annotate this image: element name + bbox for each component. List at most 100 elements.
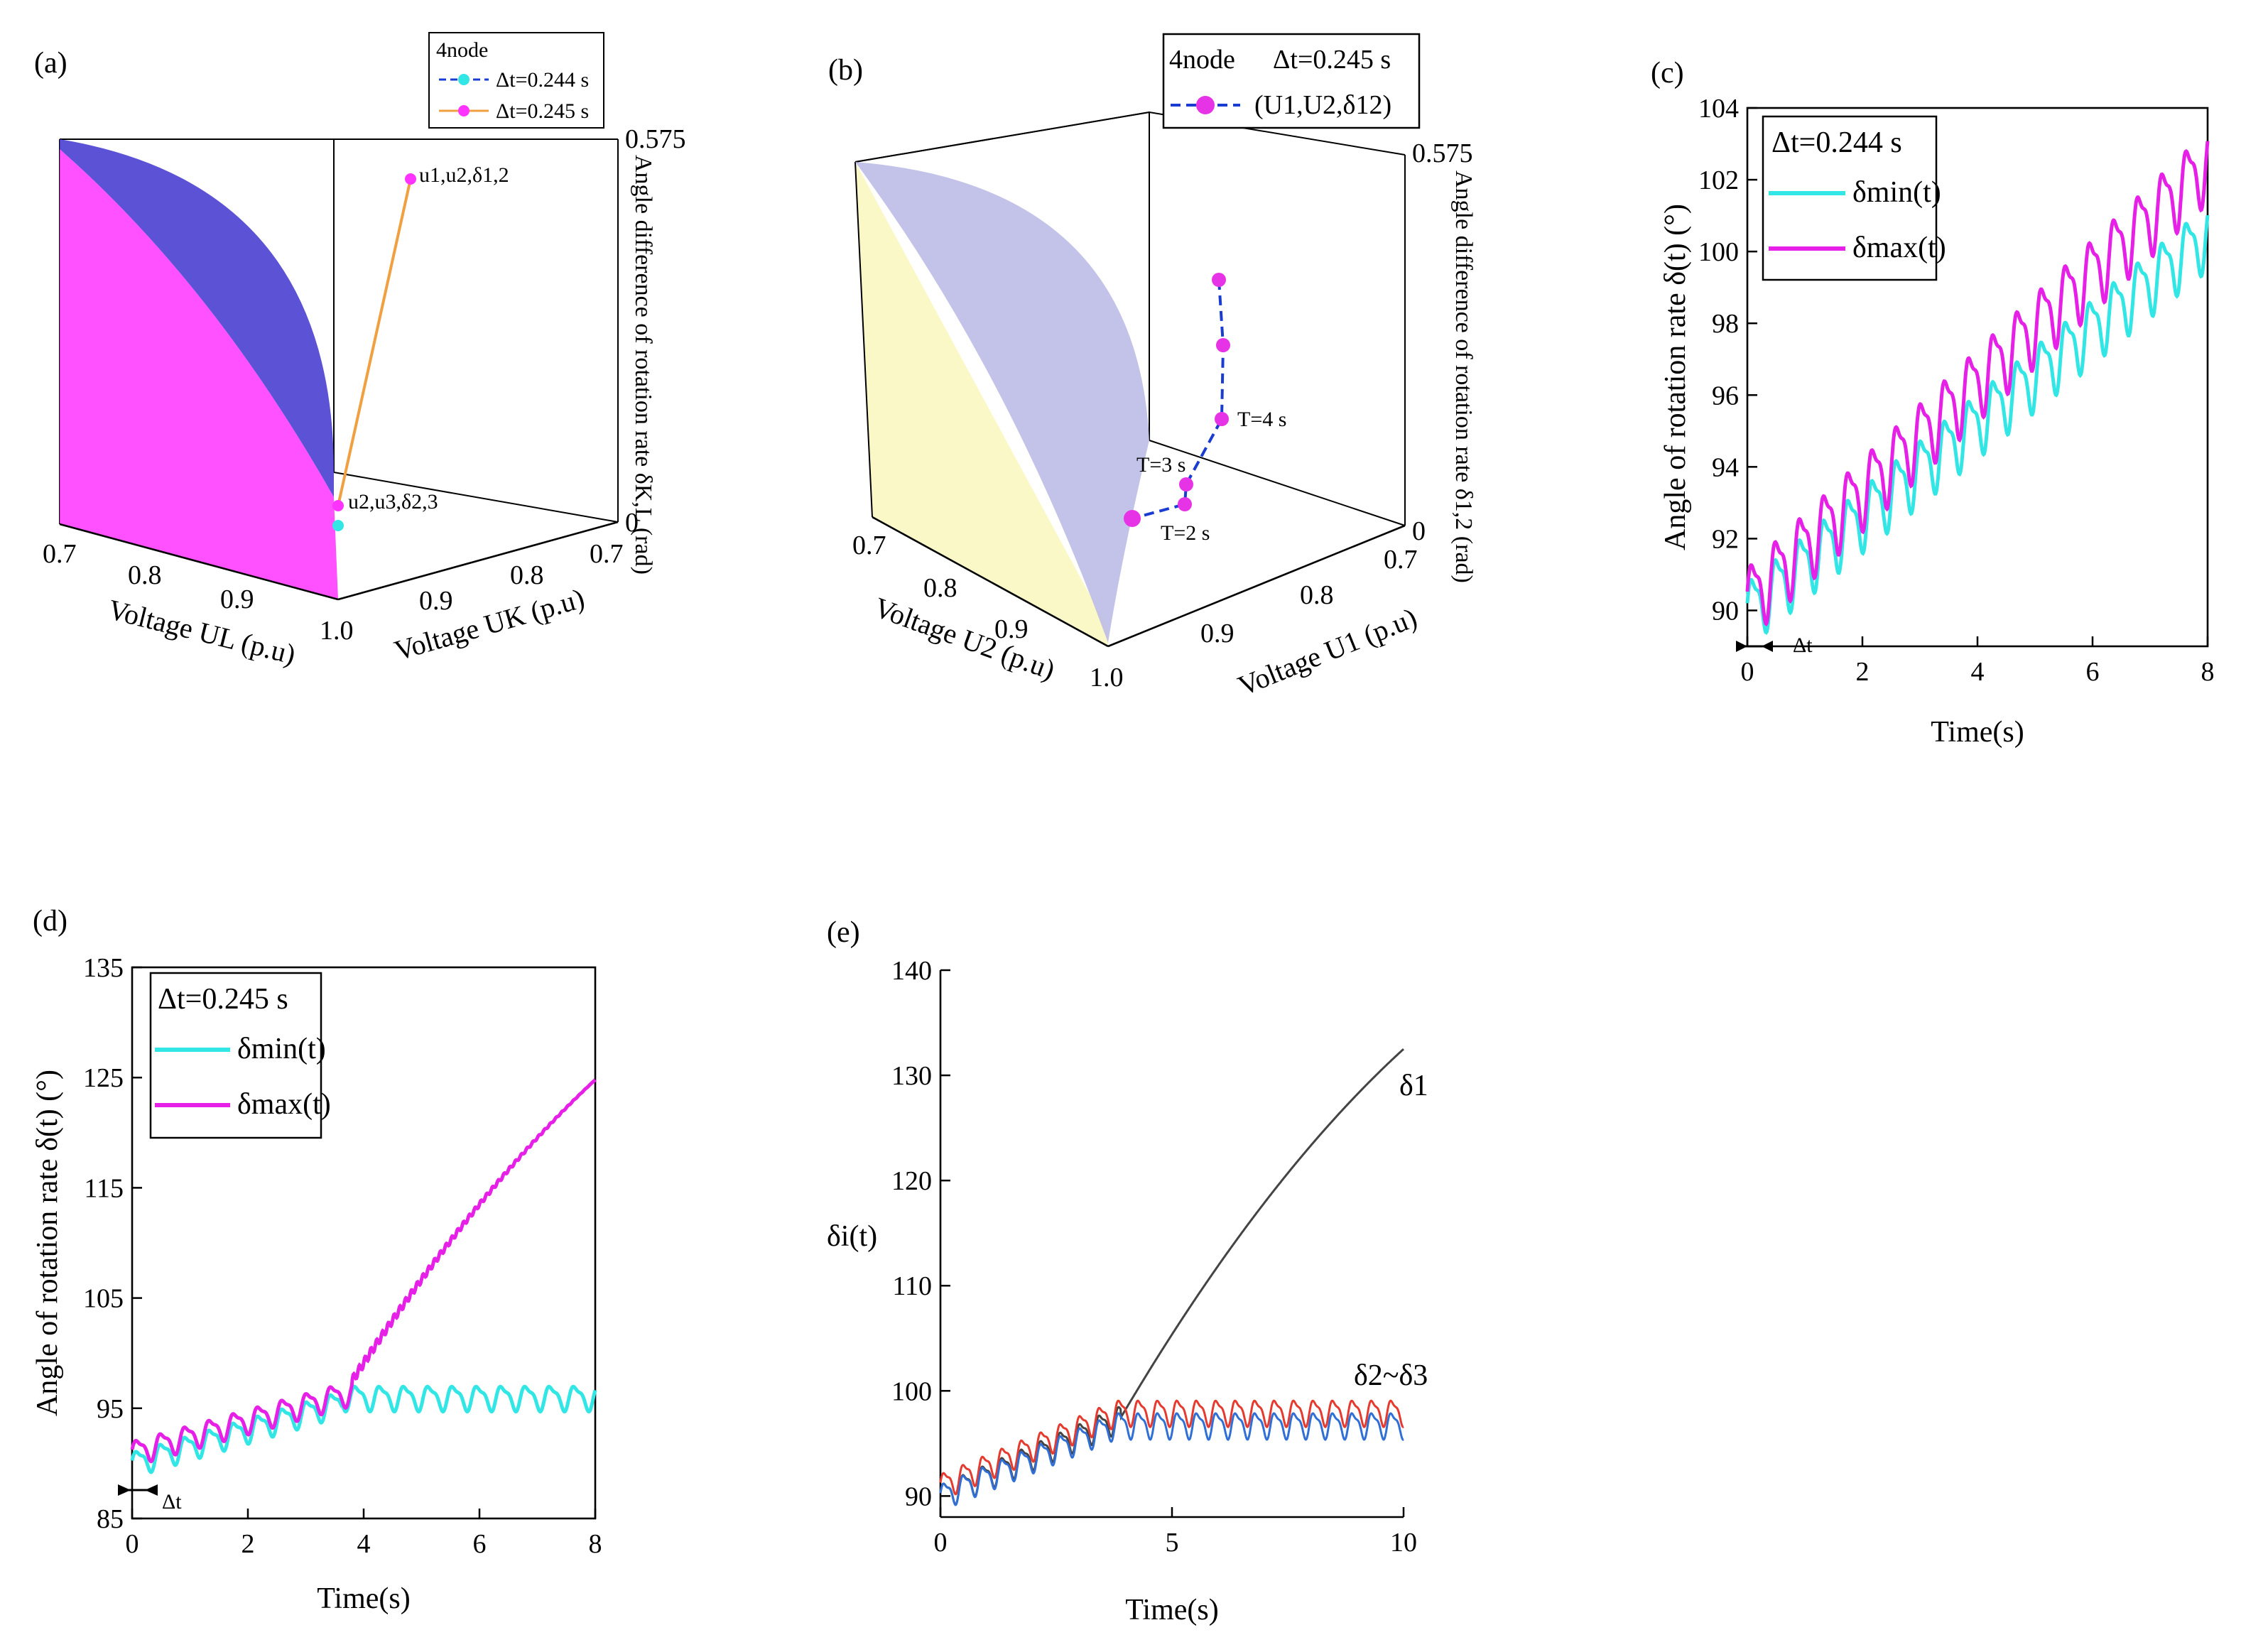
panel-a-right-tick: 0.7 [590, 539, 624, 569]
x-tick-label: 2 [1856, 657, 1870, 687]
panel-a-legend: 4node Δt=0.244 s Δt=0.245 s [428, 32, 604, 129]
y-tick-label: 102 [1698, 165, 1739, 195]
y-tick-label: 125 [83, 1063, 124, 1093]
panel-b-legend-entry: (U1,U2,δ12) [1254, 90, 1391, 120]
panel-d-y-ticks: 85 95 105 115 125 135 [83, 953, 142, 1534]
panel-a-axis-right [337, 521, 619, 601]
panel-b-left-tick: 0.7 [852, 531, 886, 560]
panel-c-y-ticks: 90 92 94 96 98 100 102 104 [1698, 94, 1757, 626]
panel-c-legend: Δt=0.244 s δmin(t) δmax(t) [1762, 115, 1946, 281]
panel-c-legend-entry: δmin(t) [1852, 176, 1941, 209]
panel-a-left-tick: 0.7 [43, 539, 77, 569]
panel-a-box-floor [333, 472, 619, 523]
panel-a-series2-line [337, 178, 412, 506]
series-line [130, 1384, 597, 1474]
panel-c-dt-marker: Δt [1736, 634, 1813, 657]
panel-b-box-left [854, 161, 873, 518]
panel-a-axis-left-label: Voltage UL (p.u) [105, 593, 299, 670]
panel-b-letter: (b) [828, 54, 863, 87]
panel-d-letter: (d) [33, 905, 67, 938]
series-line [130, 1078, 597, 1464]
panel-b-trajectory [1132, 279, 1225, 520]
panel-b-point [1178, 497, 1192, 511]
panel-b-right-ticks: 0.9 0.8 0.7 [1200, 545, 1418, 648]
panel-b-annotation-t3: T=3 s [1136, 453, 1185, 477]
panel-c-xlabel: Time(s) [1931, 716, 2024, 749]
y-tick-label: 110 [892, 1271, 932, 1301]
series-line [939, 1399, 1404, 1496]
panel-a-left-tick: 0.9 [220, 585, 254, 614]
panel-b-right-tick: 0.9 [1200, 619, 1235, 648]
panel-a-right-ticks: 0.9 0.8 0.7 [419, 539, 624, 616]
panel-b-vertical-tick: 0.575 [1412, 138, 1473, 168]
panel-b-left-ticks: 0.7 0.8 0.9 1.0 [852, 531, 1124, 692]
x-tick-label: 6 [2086, 657, 2100, 687]
y-tick-label: 90 [905, 1482, 932, 1511]
y-tick-label: 100 [891, 1376, 932, 1406]
panel-b-axis-right-label: Voltage U1 (p.u) [1234, 602, 1421, 702]
panel-a-right-tick: 0.9 [419, 586, 453, 616]
panel-a-legend-entry: Δt=0.244 s [496, 68, 589, 92]
panel-b-annotation-t4: T=4 s [1237, 408, 1286, 431]
panel-b-legend-dt: Δt=0.245 s [1273, 45, 1391, 75]
panel-b-legend: 4node Δt=0.245 s (U1,U2,δ12) [1162, 33, 1421, 129]
y-tick-label: 115 [84, 1173, 124, 1203]
panel-b-annotation-t2: T=2 s [1161, 521, 1210, 545]
panel-b-point [1215, 412, 1229, 426]
y-tick-label: 92 [1712, 524, 1739, 554]
panel-a-vertical-tick: 0 [625, 508, 639, 538]
x-tick-label: 8 [2201, 657, 2215, 687]
panel-a-legend-title: 4node [436, 38, 488, 62]
panel-e: (e) 90 100 110 120 130 140 0 5 10 Time(s) δi(t)… [827, 916, 1428, 1626]
panel-e-label-delta23: δ2~δ3 [1354, 1359, 1428, 1392]
panel-e-series [939, 1048, 1404, 1506]
panel-b-legend-marker [1196, 96, 1215, 114]
panel-a-left-tick: 1.0 [320, 616, 354, 646]
panel-e-label-delta1: δ1 [1399, 1070, 1428, 1102]
panel-d-dt-label: Δt [162, 1490, 182, 1514]
panel-b-point [1124, 510, 1141, 527]
panel-d-series [130, 1078, 597, 1474]
panel-c-legend-entry: δmax(t) [1852, 232, 1946, 264]
panel-d-xlabel: Time(s) [317, 1582, 410, 1615]
x-tick-label: 4 [357, 1529, 371, 1559]
y-tick-label: 120 [891, 1166, 932, 1196]
panel-b-vertical-tick: 0 [1412, 516, 1426, 546]
panel-b-left-tick: 1.0 [1090, 663, 1124, 692]
panel-b-back-wall [855, 162, 1108, 646]
panel-a-left-tick: 0.8 [128, 560, 162, 590]
panel-b-right-tick: 0.7 [1384, 545, 1418, 575]
x-tick-label: 6 [473, 1529, 487, 1559]
y-tick-label: 105 [83, 1284, 124, 1314]
panel-b-axis-left [872, 516, 1109, 648]
series-line [939, 1412, 1404, 1506]
panel-e-y-ticks: 90 100 110 120 130 140 [891, 956, 950, 1511]
x-tick-label: 5 [1166, 1528, 1179, 1558]
x-tick-label: 4 [1971, 657, 1985, 687]
panel-a-axis-left [59, 523, 339, 601]
y-tick-label: 98 [1712, 309, 1739, 339]
y-tick-label: 96 [1712, 381, 1739, 411]
panel-c-letter: (c) [1651, 57, 1684, 89]
panel-a-vertical-tick: 0.575 [625, 124, 686, 154]
panel-a-letter: (a) [34, 47, 67, 80]
panel-a-left-ticks: 0.7 0.8 0.9 1.0 [43, 539, 354, 646]
y-tick-label: 95 [97, 1394, 124, 1424]
panel-b-axis-left-label: Voltage U2 (p.u) [870, 591, 1059, 686]
y-tick-label: 140 [891, 956, 932, 986]
panel-c-legend-title: Δt=0.244 s [1771, 126, 1902, 159]
x-tick-label: 10 [1390, 1528, 1417, 1558]
panel-b-right-tick: 0.8 [1300, 580, 1334, 610]
panel-a-axis-vertical-label: Angle difference of rotation rate δK,L (… [630, 155, 656, 575]
panel-d-legend-entry: δmin(t) [237, 1033, 326, 1065]
panel-d-legend-title: Δt=0.245 s [158, 983, 288, 1016]
series-line [1745, 141, 2210, 627]
panel-c-dt-label: Δt [1793, 634, 1813, 657]
x-tick-label: 0 [934, 1528, 948, 1558]
panel-d-legend: Δt=0.245 s δmin(t) δmax(t) [149, 972, 331, 1139]
x-tick-label: 0 [126, 1529, 139, 1559]
panel-b-point [1179, 477, 1193, 491]
panel-d-dt-marker: Δt [118, 1484, 182, 1514]
panel-d: (d) 85 95 105 115 125 135 0 2 4 6 8 Time(s) Angle… [31, 905, 602, 1615]
